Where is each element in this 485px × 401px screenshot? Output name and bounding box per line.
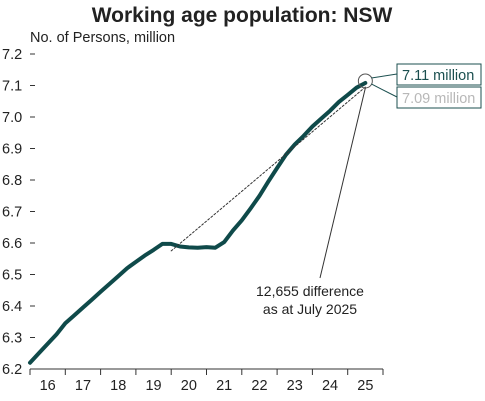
x-tick-label: 17 — [75, 378, 91, 394]
y-tick-label: 6.7 — [2, 205, 22, 221]
x-tick-label: 21 — [216, 378, 232, 394]
y-tick-label: 7.0 — [2, 110, 22, 126]
y-tick-label: 7.2 — [2, 47, 22, 63]
y-axis: 6.2 6.3 6.4 6.5 6.6 6.7 6.8 6.9 7.0 7.1 7.2 — [2, 47, 35, 378]
annotations: 7.11 million 7.09 million 12,655 differenc… — [256, 63, 482, 317]
x-tick-label: 18 — [110, 378, 126, 394]
y-tick-label: 6.8 — [2, 173, 22, 189]
chart-title: Working age population: NSW — [92, 4, 393, 27]
difference-callout-line — [319, 87, 366, 279]
endpoint-highlight-circle — [357, 73, 373, 89]
y-tick-label: 6.2 — [2, 362, 22, 378]
y-tick-label: 6.3 — [2, 331, 22, 347]
y-tick-label: 6.9 — [2, 142, 22, 158]
y-tick-label: 6.5 — [2, 268, 22, 284]
actual-value-box — [396, 63, 482, 86]
projection-trend-line — [170, 86, 366, 252]
x-tick-label: 22 — [251, 378, 267, 394]
x-tick-label: 23 — [287, 378, 303, 394]
actual-population-line — [28, 81, 368, 365]
difference-label-line2: as at July 2025 — [263, 301, 357, 317]
projection-callout-connector — [371, 83, 398, 98]
difference-label-line1: 12,655 difference — [256, 283, 364, 299]
x-tick-label: 20 — [181, 378, 197, 394]
x-tick-label: 19 — [145, 378, 161, 394]
x-tick-label: 25 — [357, 378, 373, 394]
projection-value-box — [396, 86, 482, 109]
x-tick-label: 24 — [322, 378, 338, 394]
x-tick-label: 16 — [40, 378, 56, 394]
x-axis: 16 17 18 19 20 21 22 23 24 25 — [29, 368, 384, 394]
actual-value-label: 7.11 million — [402, 68, 474, 84]
y-axis-label: No. of Persons, million — [30, 30, 175, 46]
y-tick-label: 6.6 — [2, 236, 22, 252]
series-lines — [28, 81, 368, 365]
actual-callout-connector — [371, 73, 398, 79]
y-tick-label: 6.4 — [2, 299, 22, 315]
projection-value-label: 7.09 million — [402, 91, 475, 107]
y-tick-label: 7.1 — [2, 79, 22, 95]
